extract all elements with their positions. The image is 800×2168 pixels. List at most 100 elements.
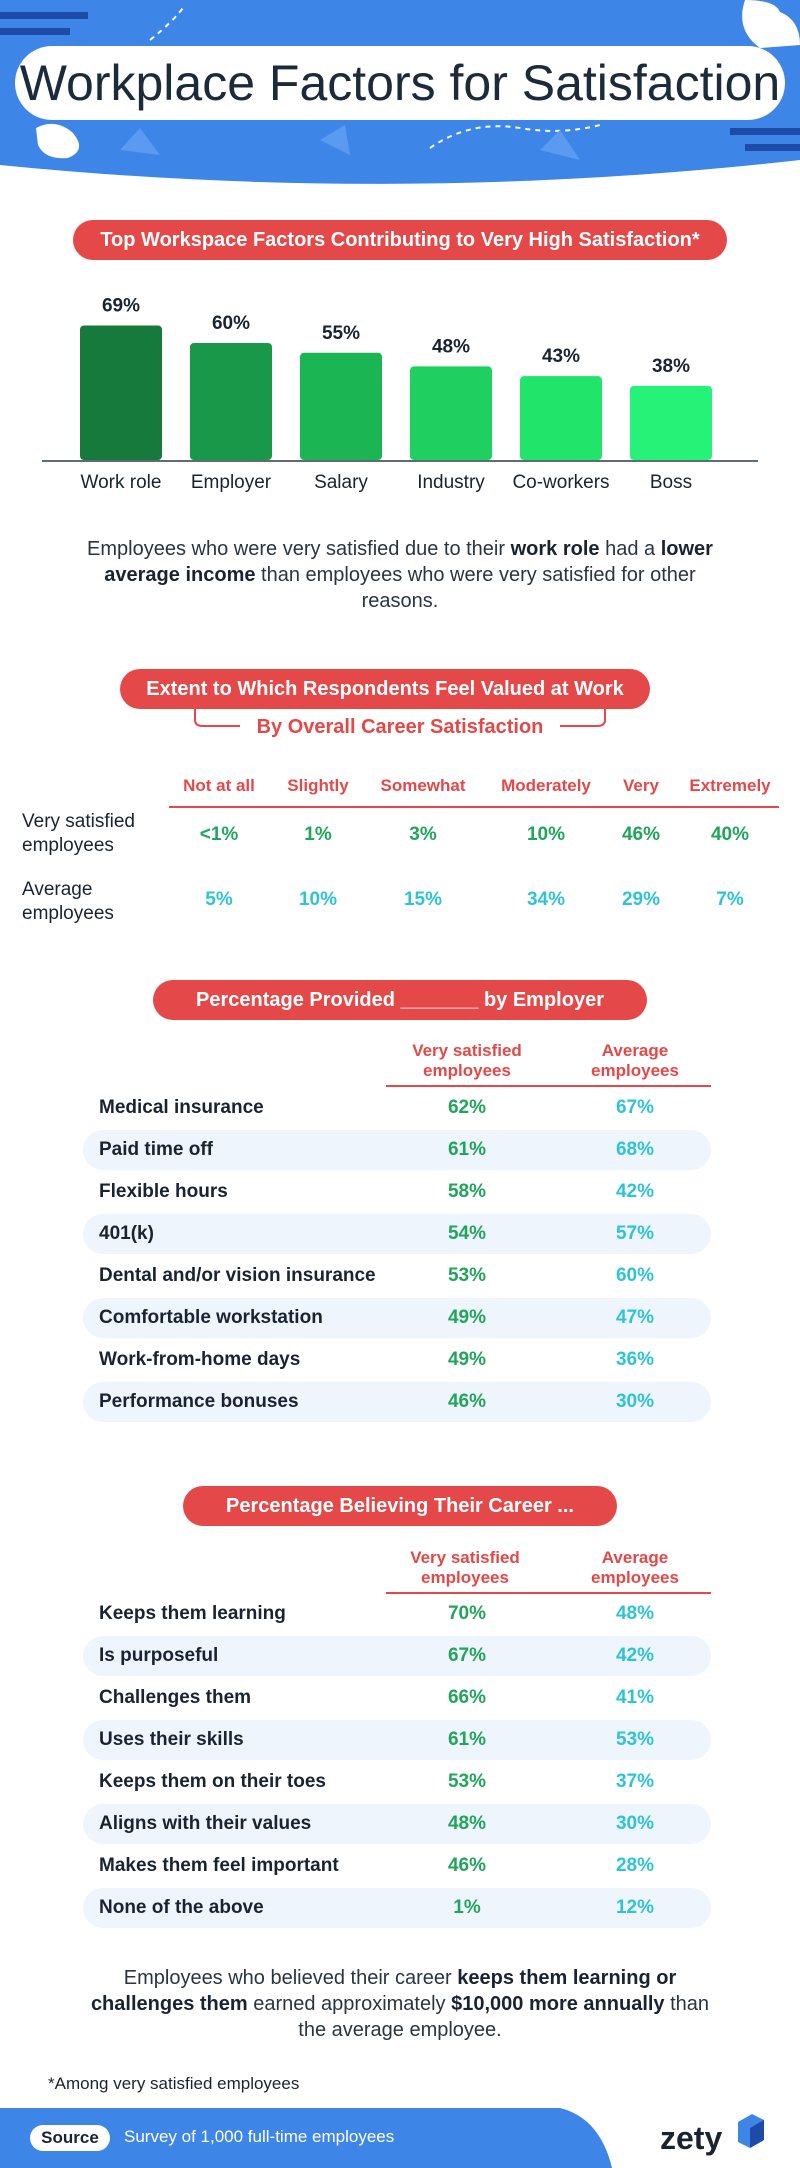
row-band (83, 1130, 711, 1170)
value-cell: 46% (621, 824, 661, 845)
table-row-label: 401(k) (99, 1223, 154, 1244)
value-cell: <1% (199, 824, 239, 845)
very-satisfied-value: 1% (453, 1897, 481, 1918)
bar-value-label: 38% (652, 356, 690, 377)
value-cell: 40% (710, 824, 750, 845)
table-row-label: Uses their skills (99, 1729, 244, 1750)
value-cell: 34% (526, 889, 566, 910)
bar-value-label: 48% (432, 336, 470, 357)
col-slightly: Slightly (287, 776, 349, 795)
very-satisfied-value: 48% (447, 1813, 487, 1834)
average-value: 47% (615, 1307, 655, 1328)
row-band (83, 1214, 711, 1254)
average-value: 42% (615, 1645, 655, 1666)
very-satisfied-value: 53% (447, 1265, 487, 1286)
very-satisfied-value: 46% (447, 1855, 487, 1876)
row-label-average: Average employees (22, 879, 114, 924)
valued-subheading: By Overall Career Satisfaction (256, 716, 544, 738)
value-cell: 5% (205, 889, 233, 910)
average-value: 53% (615, 1729, 655, 1750)
value-cell: 7% (716, 889, 744, 910)
chart-note: Employees who were very satisfied due to… (80, 536, 720, 614)
average-value: 30% (615, 1813, 655, 1834)
category-label: Employer (191, 472, 272, 493)
bar-salary (300, 352, 382, 460)
table-row-label: Keeps them learning (99, 1603, 286, 1624)
bar-co-workers (520, 376, 602, 460)
very-satisfied-value: 66% (447, 1687, 487, 1708)
very-satisfied-value: 49% (447, 1307, 487, 1328)
brand-name: zety (660, 2120, 723, 2156)
very-satisfied-value: 70% (447, 1603, 487, 1624)
value-cell: 10% (526, 824, 566, 845)
col-average: Average employees (591, 1548, 679, 1587)
note-highlight: $10,000 more annually (451, 1993, 665, 2015)
table-row-label: None of the above (99, 1897, 264, 1918)
col-extremely: Extremely (689, 776, 771, 795)
average-value: 41% (615, 1687, 655, 1708)
very-satisfied-value: 58% (447, 1181, 487, 1202)
table-row-label: Medical insurance (99, 1097, 264, 1118)
very-satisfied-value: 61% (447, 1729, 487, 1750)
table-row-label: Aligns with their values (99, 1813, 312, 1834)
row-label-very-satisfied: Very satisfied employees (22, 811, 135, 856)
subheading-bracket (194, 708, 606, 727)
value-cell: 1% (304, 824, 332, 845)
note-highlight: work role (510, 538, 600, 560)
row-band (83, 1298, 711, 1338)
note-text: than the average employee. (298, 1993, 710, 2041)
row-band (83, 1720, 711, 1760)
page-title: Workplace Factors for Satisfaction (15, 46, 785, 120)
brand-logo: zety (660, 2108, 770, 2168)
bar-value-label: 43% (542, 346, 580, 367)
value-cell: 3% (409, 824, 437, 845)
average-value: 42% (615, 1181, 655, 1202)
average-value: 57% (615, 1223, 655, 1244)
col-somewhat: Somewhat (380, 776, 466, 795)
bar-chart: 69% Work role 60% Employer 55% Salary 48% Indus… (42, 295, 758, 493)
bar-boss (630, 385, 712, 460)
bar-employer (190, 343, 272, 460)
bar-value-label: 55% (322, 323, 360, 344)
employer-heading: Percentage Provided _______ by Employer (153, 980, 647, 1020)
table-row-label: Keeps them on their toes (99, 1771, 326, 1792)
table-row-label: Performance bonuses (99, 1391, 299, 1412)
bar-value-label: 69% (102, 295, 140, 316)
header-decoration (0, 0, 800, 185)
very-satisfied-value: 46% (447, 1391, 487, 1412)
note-text: earned approximately (247, 1993, 452, 2015)
logo-cube-icon (738, 2114, 764, 2148)
category-label: Work role (81, 472, 162, 493)
average-value: 12% (615, 1897, 655, 1918)
value-cell: 10% (298, 889, 338, 910)
average-value: 28% (615, 1855, 655, 1876)
table-row-label: Challenges them (99, 1687, 252, 1708)
very-satisfied-value: 62% (447, 1097, 487, 1118)
table-row-label: Flexible hours (99, 1181, 228, 1202)
col-very-satisfied: Very satisfied employees (410, 1548, 520, 1587)
col-not-at-all: Not at all (183, 776, 255, 795)
table-row-label: Paid time off (99, 1139, 214, 1160)
average-value: 60% (615, 1265, 655, 1286)
category-label: Salary (314, 472, 368, 493)
very-satisfied-value: 67% (447, 1645, 487, 1666)
header-rule (386, 1592, 711, 1594)
note-highlight: lower average income (104, 538, 713, 586)
source-text: Survey of 1,000 full-time employees (124, 2127, 395, 2146)
average-value: 68% (615, 1139, 655, 1160)
career-heading: Percentage Believing Their Career ... (183, 1486, 617, 1526)
average-value: 30% (615, 1391, 655, 1412)
average-value: 48% (615, 1603, 655, 1624)
very-satisfied-value: 49% (447, 1349, 487, 1370)
chart-heading: Top Workspace Factors Contributing to Ve… (73, 220, 727, 260)
very-satisfied-value: 53% (447, 1771, 487, 1792)
category-label: Co-workers (512, 472, 609, 493)
category-label: Boss (650, 472, 692, 493)
source-badge: Source (30, 2125, 110, 2151)
career-note: Employees who believed their career keep… (80, 1965, 720, 2043)
header-rule (386, 1085, 711, 1087)
average-value: 37% (615, 1771, 655, 1792)
note-text: had a (599, 538, 661, 560)
note-text: Employees who believed their career (123, 1967, 458, 1989)
table-row-label: Makes them feel important (99, 1855, 339, 1876)
